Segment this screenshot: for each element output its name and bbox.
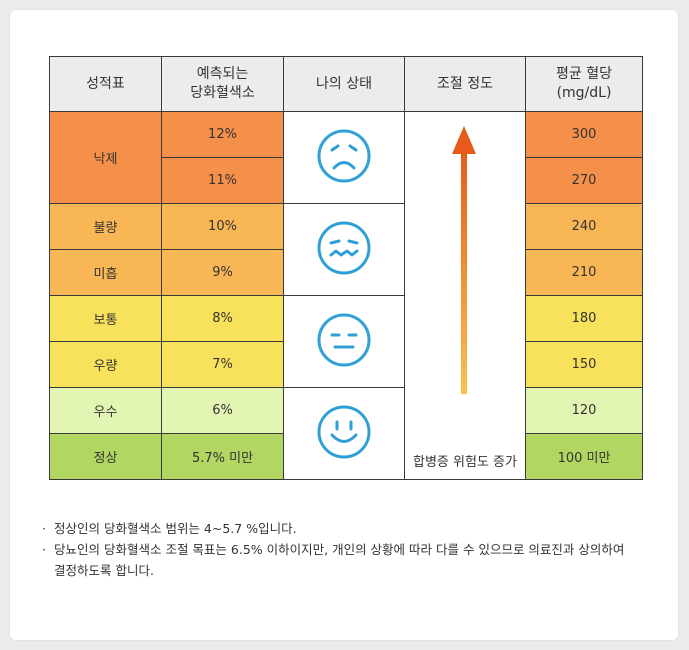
note-text: 당뇨인의 당화혈색소 조절 목표는 6.5% 이하이지만, 개인의 상황에 따라… xyxy=(54,542,625,557)
note-text: 결정하도록 합니다. xyxy=(54,563,154,578)
neutral-face-icon xyxy=(317,313,371,366)
face-cell xyxy=(283,203,405,296)
header-predicted-hba1c: 예측되는 당화혈색소 xyxy=(161,56,284,112)
glucose-cell: 100 미만 xyxy=(525,433,643,480)
header-my-state: 나의 상태 xyxy=(283,56,405,112)
sad-face-icon xyxy=(317,129,371,182)
hba1c-cell: 8% xyxy=(161,295,284,342)
table-row: 미흡 9% 210 xyxy=(49,249,643,296)
glucose-cell: 240 xyxy=(525,203,643,250)
table-row: 우수 6% 120 xyxy=(49,387,643,480)
grade-cell: 불량 xyxy=(49,203,162,250)
smile-face-icon xyxy=(317,405,371,458)
notes: · 정상인의 당화혈색소 범위는 4~5.7 %입니다. · 당뇨인의 당화혈색… xyxy=(42,518,662,581)
hba1c-cell: 9% xyxy=(161,249,284,296)
grade-cell: 보통 xyxy=(49,295,162,342)
glucose-cell: 150 xyxy=(525,341,643,388)
worried-face-icon xyxy=(317,221,371,274)
header-grade: 성적표 xyxy=(49,56,162,112)
hba1c-cell: 11% xyxy=(161,157,284,204)
table-row: 보통 8% 180 xyxy=(49,295,643,388)
grade-cell: 미흡 xyxy=(49,249,162,296)
hba1c-cell: 7% xyxy=(161,341,284,388)
table-row: 낙제 12% xyxy=(49,111,643,480)
table-row: 11% 270 xyxy=(50,157,643,204)
glucose-cell: 120 xyxy=(525,387,643,434)
header-avg-glucose: 평균 혈당 (mg/dL) xyxy=(525,56,643,112)
risk-increase-label: 합병증 위험도 증가 xyxy=(413,455,517,470)
hba1c-cell: 5.7% 미만 xyxy=(161,433,284,480)
note-item-continued: 결정하도록 합니다. xyxy=(42,560,662,581)
content-card: 성적표 예측되는 당화혈색소 나의 상태 조절 정도 평균 혈당 (mg/dL) 낙… xyxy=(10,10,678,640)
note-item: · 정상인의 당화혈색소 범위는 4~5.7 %입니다. xyxy=(42,521,297,536)
grade-cell: 낙제 xyxy=(49,111,162,204)
up-arrow-icon xyxy=(452,126,476,394)
glucose-cell: 210 xyxy=(525,249,643,296)
table-header-row: 성적표 예측되는 당화혈색소 나의 상태 조절 정도 평균 혈당 (mg/dL) xyxy=(49,56,643,112)
table-row: 정상 5.7% 미만 100 미만 xyxy=(49,433,643,480)
glucose-cell: 270 xyxy=(525,157,643,204)
face-cell xyxy=(283,387,405,480)
control-level-cell: 합병증 위험도 증가 xyxy=(404,111,526,480)
glucose-cell: 300 xyxy=(525,111,643,158)
note-item: · 당뇨인의 당화혈색소 조절 목표는 6.5% 이하이지만, 개인의 상황에 … xyxy=(42,542,625,557)
glucose-cell: 180 xyxy=(525,295,643,342)
grade-cell: 우수 xyxy=(49,387,162,434)
hba1c-cell: 12% xyxy=(161,111,284,158)
face-cell xyxy=(283,111,405,204)
hba1c-grade-table: 성적표 예측되는 당화혈색소 나의 상태 조절 정도 평균 혈당 (mg/dL) 낙… xyxy=(49,56,643,480)
grade-cell: 정상 xyxy=(49,433,162,480)
face-cell xyxy=(283,295,405,388)
header-control-level: 조절 정도 xyxy=(404,56,526,112)
grade-cell: 우량 xyxy=(49,341,162,388)
hba1c-cell: 10% xyxy=(161,203,284,250)
table-row: 우량 7% 150 xyxy=(49,341,643,388)
hba1c-cell: 6% xyxy=(161,387,284,434)
table-row: 불량 10% 240 xyxy=(49,203,643,296)
note-text: 정상인의 당화혈색소 범위는 4~5.7 %입니다. xyxy=(54,521,297,536)
